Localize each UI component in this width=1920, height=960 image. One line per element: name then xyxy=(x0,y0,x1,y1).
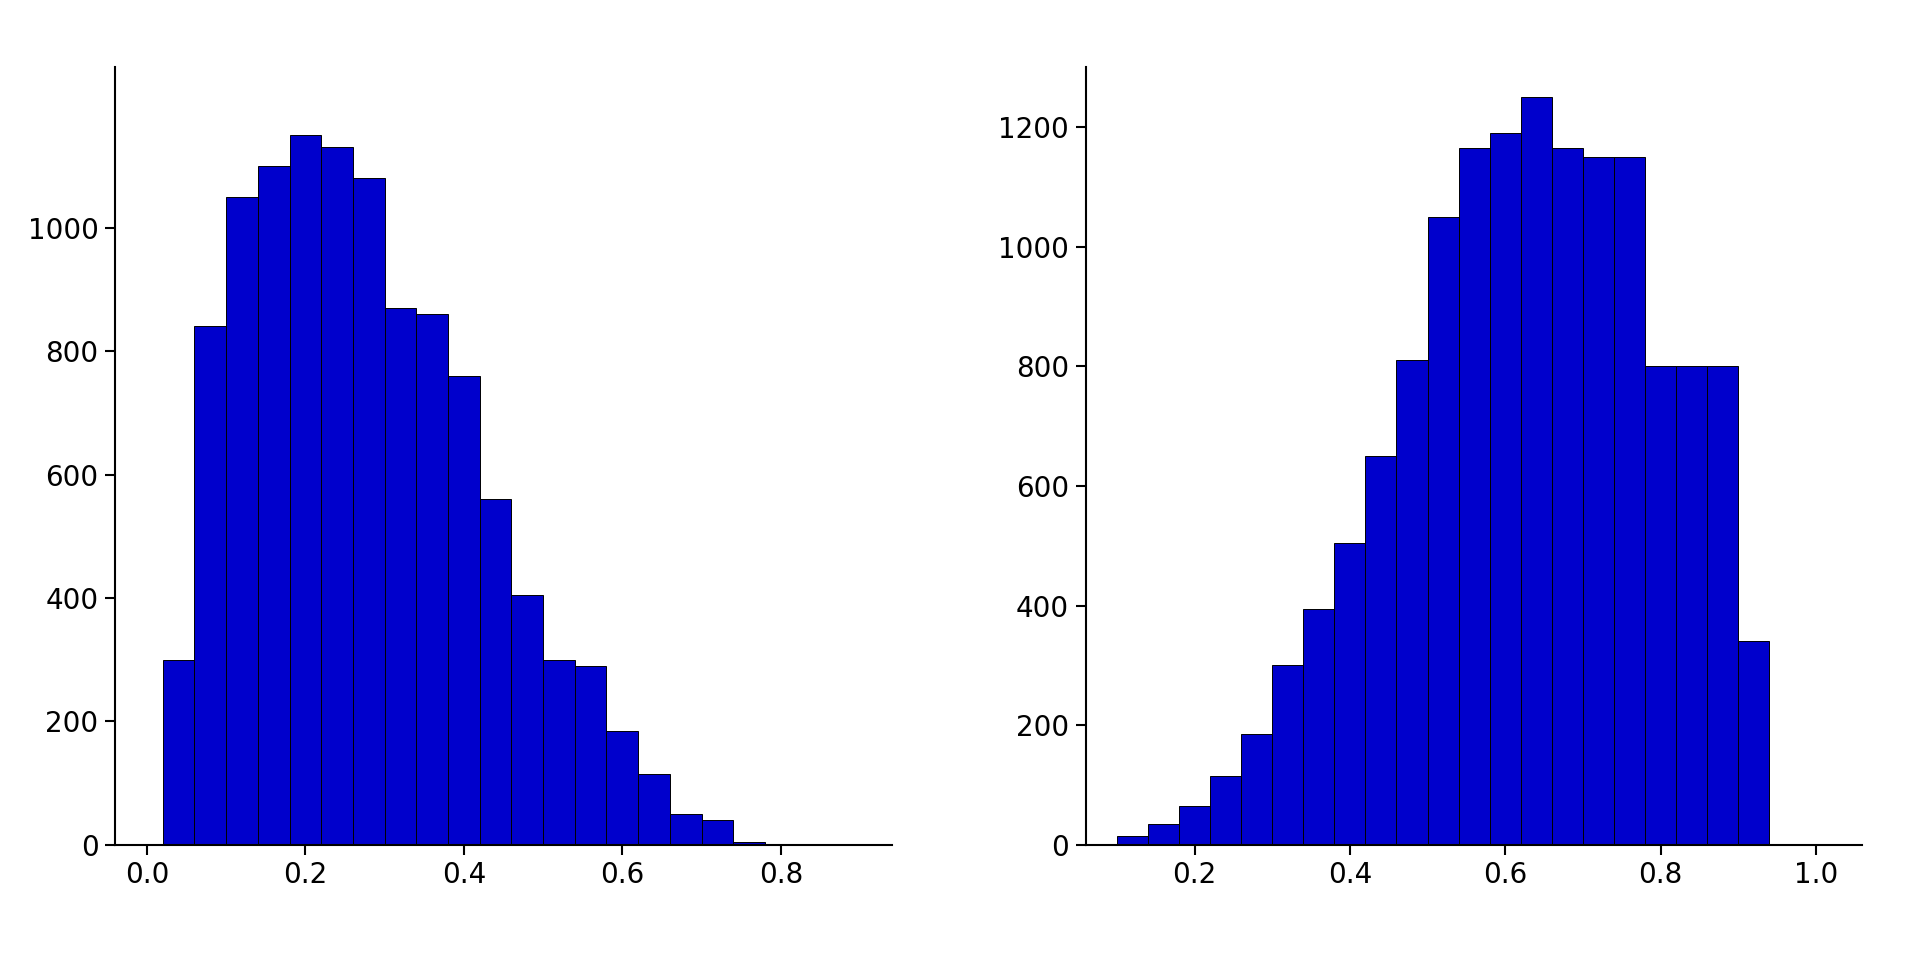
Bar xyxy=(1676,367,1707,845)
Bar xyxy=(701,820,733,845)
Bar xyxy=(1396,360,1428,845)
Bar xyxy=(480,499,511,845)
Bar xyxy=(1551,148,1582,845)
Bar xyxy=(290,135,321,845)
Bar xyxy=(1738,641,1768,845)
Bar xyxy=(1459,148,1490,845)
Bar xyxy=(353,179,384,845)
Bar xyxy=(1707,367,1738,845)
Bar xyxy=(163,660,194,845)
Bar xyxy=(733,842,764,845)
Bar xyxy=(1334,542,1365,845)
Bar xyxy=(1428,217,1459,845)
Bar xyxy=(194,326,227,845)
Bar xyxy=(511,595,543,845)
Bar xyxy=(607,731,637,845)
Bar xyxy=(1304,609,1334,845)
Bar xyxy=(1490,133,1521,845)
Bar xyxy=(1521,97,1551,845)
Bar xyxy=(670,814,701,845)
Bar xyxy=(1148,824,1179,845)
Bar xyxy=(1582,156,1615,845)
Bar xyxy=(321,148,353,845)
Bar xyxy=(257,166,290,845)
Bar xyxy=(1615,156,1645,845)
Bar xyxy=(637,774,670,845)
Bar xyxy=(1117,836,1148,845)
Bar xyxy=(227,197,257,845)
Bar xyxy=(384,308,417,845)
Bar xyxy=(543,660,574,845)
Bar xyxy=(1179,806,1210,845)
Bar xyxy=(1273,665,1304,845)
Bar xyxy=(1365,456,1396,845)
Bar xyxy=(574,666,607,845)
Bar xyxy=(1210,776,1240,845)
Bar xyxy=(1240,734,1273,845)
Bar xyxy=(417,314,447,845)
Bar xyxy=(1645,367,1676,845)
Bar xyxy=(447,375,480,845)
